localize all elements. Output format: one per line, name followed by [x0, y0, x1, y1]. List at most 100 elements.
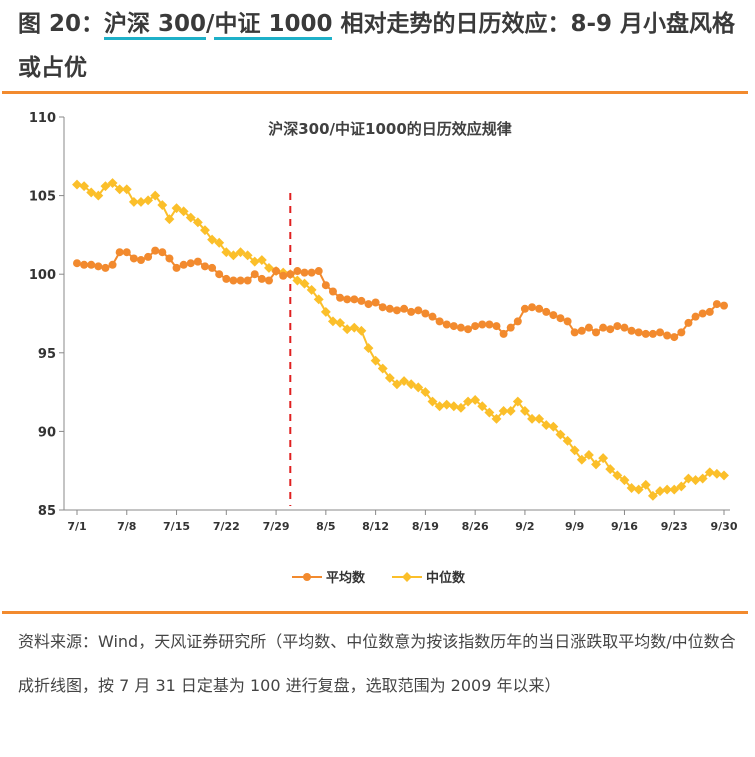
bottom-rule — [2, 611, 748, 614]
link-hs300[interactable]: 沪深 300 — [104, 11, 207, 40]
data-point — [86, 187, 97, 198]
data-point — [448, 401, 459, 412]
data-point — [299, 278, 310, 289]
data-point — [634, 328, 643, 337]
data-point — [228, 250, 239, 261]
data-point — [647, 490, 658, 501]
x-tick-label: 8/26 — [462, 520, 489, 533]
data-point — [506, 323, 515, 332]
data-point — [591, 459, 601, 470]
data-point — [598, 453, 609, 464]
data-point — [236, 276, 245, 285]
data-point — [171, 203, 182, 214]
data-point — [535, 304, 544, 313]
data-point — [364, 300, 373, 309]
data-point — [122, 248, 131, 257]
data-point — [242, 250, 253, 261]
data-point — [463, 396, 473, 407]
title-rest: 相对走势的日历效应：8-9 月小盘风格或占优 — [18, 11, 736, 81]
x-tick-label: 9/9 — [565, 520, 584, 533]
data-point — [342, 324, 353, 335]
data-point — [704, 467, 715, 478]
data-point — [484, 407, 495, 418]
series-line — [76, 181, 725, 498]
y-tick-label: 95 — [38, 347, 56, 362]
data-point — [107, 178, 118, 188]
x-tick-label: 7/29 — [263, 520, 290, 533]
data-point — [215, 270, 224, 279]
data-point — [606, 325, 615, 334]
data-point — [456, 323, 465, 332]
data-point — [370, 355, 381, 366]
data-point — [549, 311, 558, 320]
data-point — [200, 262, 209, 271]
x-tick-label: 7/15 — [163, 520, 190, 533]
data-point — [235, 247, 246, 258]
data-point — [477, 401, 488, 412]
data-point — [384, 373, 395, 383]
y-tick-label: 110 — [29, 111, 56, 126]
data-point — [400, 304, 409, 313]
data-point — [79, 181, 90, 192]
data-point — [577, 326, 586, 335]
data-point — [434, 401, 445, 412]
data-point — [442, 320, 451, 329]
data-point — [178, 206, 189, 217]
data-point — [136, 256, 145, 265]
data-point — [157, 200, 168, 210]
data-point — [143, 195, 154, 206]
source-note: 资料来源：Wind，天风证券研究所（平均数、中位数意为按该指数历年的当日涨跌取平… — [18, 632, 736, 695]
y-tick-label: 90 — [38, 425, 56, 440]
data-point — [250, 270, 259, 279]
data-point — [136, 196, 146, 207]
data-point — [150, 190, 161, 201]
data-point — [208, 263, 217, 272]
series-median — [72, 178, 729, 501]
data-point — [620, 323, 629, 332]
data-point — [336, 293, 345, 302]
data-point — [612, 470, 623, 481]
data-point — [328, 316, 338, 327]
data-point — [541, 420, 552, 431]
data-point — [449, 322, 458, 331]
data-point — [313, 294, 324, 305]
data-point — [583, 450, 594, 460]
data-point — [512, 396, 523, 407]
data-point — [321, 281, 330, 290]
data-point — [542, 307, 551, 316]
link-csi1000[interactable]: 中证 1000 — [214, 11, 333, 40]
x-tick-label: 9/16 — [611, 520, 638, 533]
data-point — [221, 247, 232, 258]
data-point — [441, 399, 452, 410]
data-point — [264, 276, 273, 285]
data-point — [121, 184, 132, 195]
data-point — [200, 225, 210, 236]
data-point — [656, 328, 665, 337]
data-point — [626, 483, 637, 493]
data-point — [185, 212, 196, 223]
data-point — [548, 421, 559, 432]
data-point — [292, 275, 303, 286]
y-tick-label: 105 — [29, 190, 56, 205]
data-point — [256, 255, 267, 266]
data-point — [193, 257, 202, 266]
data-point — [492, 322, 501, 331]
data-point — [320, 306, 331, 317]
data-point — [164, 214, 175, 225]
chart-title: 沪深300/中证1000的日历效应规律 — [268, 120, 512, 138]
data-point — [555, 429, 566, 440]
data-point — [640, 479, 651, 490]
data-point — [306, 284, 317, 295]
data-point — [349, 322, 360, 333]
data-point — [556, 314, 565, 323]
data-point — [399, 376, 410, 387]
data-point — [222, 274, 231, 283]
top-rule — [2, 91, 748, 94]
data-point — [691, 312, 700, 321]
data-point — [662, 484, 673, 495]
data-point — [413, 382, 424, 393]
data-point — [599, 323, 608, 332]
data-point — [229, 276, 238, 285]
data-point — [470, 395, 481, 405]
